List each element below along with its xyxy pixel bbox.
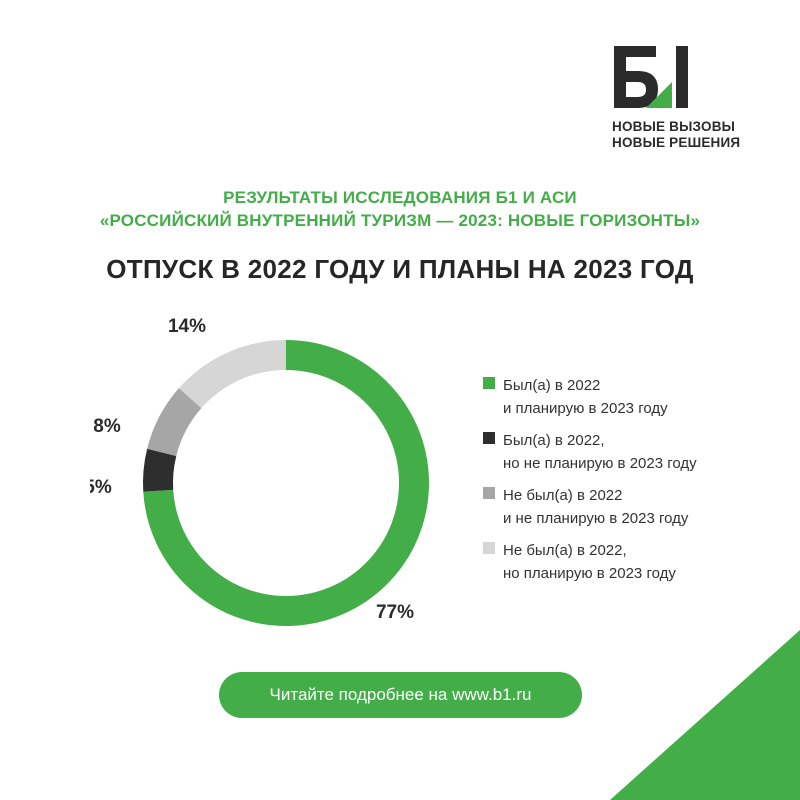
slice-percent-label: 5% xyxy=(90,477,112,498)
legend-item: Не был(а) в 2022 и не планирую в 2023 го… xyxy=(483,484,783,539)
brand-slogan-line1: НОВЫЕ ВЫЗОВЫ xyxy=(612,119,736,134)
report-subtitle: РЕЗУЛЬТАТЫ ИССЛЕДОВАНИЯ Б1 И АСИ «РОССИЙ… xyxy=(0,186,800,232)
legend-item: Был(а) в 2022, но не планирую в 2023 год… xyxy=(483,429,783,484)
slice-percent-label: 77% xyxy=(376,602,414,623)
donut-chart: 77% 5% 8% 14% xyxy=(90,316,429,626)
chart-legend: Был(а) в 2022 и планирую в 2023 году Был… xyxy=(483,374,783,594)
legend-item: Не был(а) в 2022, но планирую в 2023 год… xyxy=(483,539,783,594)
brand-logo: НОВЫЕ ВЫЗОВЫ НОВЫЕ РЕШЕНИЯ xyxy=(612,44,762,151)
brand-slogan-line2: НОВЫЕ РЕШЕНИЯ xyxy=(612,135,741,150)
legend-item: Был(а) в 2022 и планирую в 2023 году xyxy=(483,374,783,429)
legend-swatch-dark xyxy=(483,432,495,444)
legend-swatch-light-gray xyxy=(483,542,495,554)
donut-slice xyxy=(143,340,429,626)
legend-swatch-gray xyxy=(483,487,495,499)
read-more-button[interactable]: Читайте подробнее на www.b1.ru xyxy=(219,672,582,718)
slice-percent-label: 14% xyxy=(168,316,206,337)
legend-label: Был(а) в 2022, но не планирую в 2023 год… xyxy=(503,432,697,472)
legend-label: Был(а) в 2022 и планирую в 2023 году xyxy=(503,377,668,417)
legend-swatch-green xyxy=(483,377,495,389)
legend-label: Не был(а) в 2022, но планирую в 2023 год… xyxy=(503,542,676,582)
slice-percent-label: 8% xyxy=(93,416,121,437)
donut-slice xyxy=(143,448,177,492)
legend-label: Не был(а) в 2022 и не планирую в 2023 го… xyxy=(503,487,689,527)
b1-logo-mark xyxy=(614,46,688,108)
donut-slice xyxy=(147,388,202,457)
donut-slice xyxy=(178,340,287,409)
subtitle-line2: «РОССИЙСКИЙ ВНУТРЕННИЙ ТУРИЗМ — 2023: НО… xyxy=(99,211,701,230)
green-corner-triangle xyxy=(610,630,800,800)
chart-title: ОТПУСК В 2022 ГОДУ И ПЛАНЫ НА 2023 ГОД xyxy=(106,254,694,284)
subtitle-line1: РЕЗУЛЬТАТЫ ИССЛЕДОВАНИЯ Б1 И АСИ xyxy=(223,188,577,207)
